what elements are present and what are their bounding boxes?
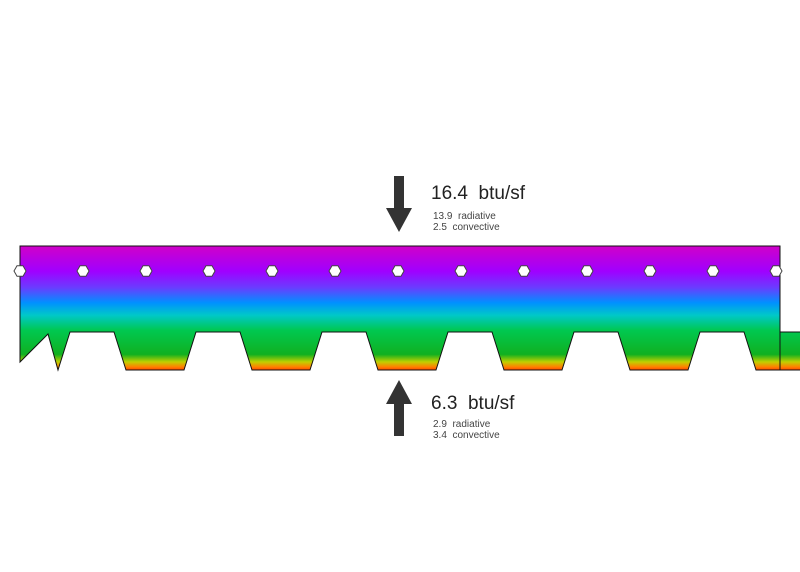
top-flux-convective: 2.5 convective [433, 222, 500, 233]
rebar-hole [454, 265, 468, 277]
rebar-hole [13, 265, 27, 277]
top-flux-radiative: 13.9 radiative [433, 211, 496, 222]
rebar-hole [202, 265, 216, 277]
rebar-hole [643, 265, 657, 277]
rebar-hole [328, 265, 342, 277]
rebar-hole [706, 265, 720, 277]
rebar-hole [517, 265, 531, 277]
heat-flux-down-arrow-icon [386, 176, 412, 232]
rebar-hole [139, 265, 153, 277]
rebar-hole [391, 265, 405, 277]
rebar-holes-group [13, 265, 783, 277]
slab-profile [19, 245, 800, 372]
rebar-hole [76, 265, 90, 277]
bottom-flux-convective: 3.4 convective [433, 430, 500, 441]
rebar-hole [580, 265, 594, 277]
bottom-flux-total: 6.3 btu/sf [431, 393, 515, 414]
bottom-flux-radiative: 2.9 radiative [433, 419, 491, 430]
rebar-hole [769, 265, 783, 277]
heat-flux-up-arrow-icon [386, 380, 412, 436]
top-flux-total: 16.4 btu/sf [431, 183, 526, 204]
rebar-hole [265, 265, 279, 277]
